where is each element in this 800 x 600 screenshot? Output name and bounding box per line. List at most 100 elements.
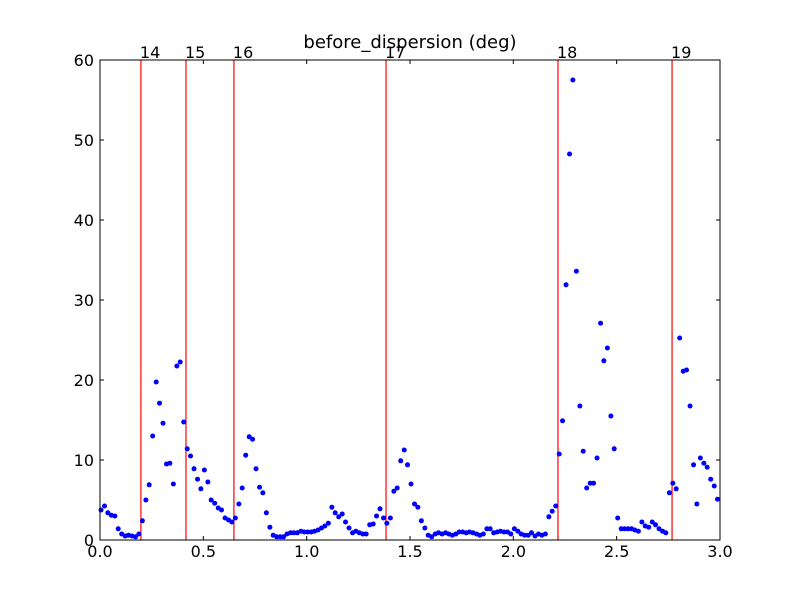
y-tick-label: 0 [84, 531, 94, 550]
point [556, 451, 562, 457]
point [263, 510, 269, 516]
point [205, 479, 211, 485]
point [608, 413, 614, 419]
point [567, 151, 573, 157]
point [408, 481, 414, 487]
point [143, 497, 149, 503]
point [325, 520, 331, 526]
point [601, 358, 607, 364]
point [635, 528, 641, 534]
y-tick-label: 60 [74, 51, 94, 70]
point [191, 466, 197, 472]
point [511, 526, 517, 532]
x-tick-label: 1.5 [397, 542, 422, 561]
x-tick-label: 2.0 [501, 542, 526, 561]
point [112, 513, 118, 519]
point [146, 482, 152, 488]
point [646, 524, 652, 530]
y-tick-label: 50 [74, 131, 94, 150]
point [639, 519, 645, 525]
y-tick-label: 10 [74, 451, 94, 470]
vertical-line-label: 16 [233, 43, 253, 62]
point [329, 504, 335, 510]
vertical-line-label: 15 [185, 43, 205, 62]
point [415, 504, 421, 510]
point [177, 359, 183, 365]
point [573, 268, 579, 274]
point [239, 485, 245, 491]
x-tick-label: 0.5 [191, 542, 216, 561]
point [580, 448, 586, 454]
vertical-line-label: 18 [557, 43, 577, 62]
y-tick-label: 30 [74, 291, 94, 310]
point [422, 525, 428, 531]
point [201, 467, 207, 473]
point [487, 526, 493, 532]
point [656, 526, 662, 532]
x-tick-label: 0.0 [87, 542, 112, 561]
point [604, 345, 610, 351]
point [188, 453, 194, 459]
point [260, 490, 266, 496]
point [363, 531, 369, 537]
point [508, 531, 514, 537]
point [170, 481, 176, 487]
x-tick-label: 1.0 [294, 542, 319, 561]
y-tick-label: 40 [74, 211, 94, 230]
point [381, 515, 387, 521]
point [133, 534, 139, 540]
point [546, 514, 552, 520]
point [594, 455, 600, 461]
point [236, 501, 242, 507]
point [181, 419, 187, 425]
point [102, 503, 108, 509]
point [274, 534, 280, 540]
point [418, 518, 424, 524]
point [670, 480, 676, 486]
point [391, 488, 397, 494]
point [346, 525, 352, 531]
point [704, 464, 710, 470]
point [622, 526, 628, 532]
point [653, 522, 659, 528]
point [501, 529, 507, 535]
point [563, 282, 569, 288]
chart-title: before_dispersion (deg) [303, 32, 516, 53]
point [195, 476, 201, 482]
point [697, 455, 703, 461]
point [305, 529, 311, 535]
point [615, 515, 621, 521]
point [577, 403, 583, 409]
x-tick-label: 3.0 [707, 542, 732, 561]
point [98, 507, 104, 513]
point [625, 526, 631, 532]
point [198, 486, 204, 492]
point [377, 506, 383, 512]
vertical-line-label: 14 [140, 43, 160, 62]
point [212, 500, 218, 506]
point [663, 530, 669, 536]
point [570, 77, 576, 83]
point [267, 524, 273, 530]
point [398, 458, 404, 464]
point [167, 460, 173, 466]
point [153, 379, 159, 385]
point [549, 508, 555, 514]
point [208, 497, 214, 503]
point [560, 418, 566, 424]
point [673, 486, 679, 492]
point [649, 519, 655, 525]
point [174, 363, 180, 369]
point [401, 447, 407, 453]
point [522, 532, 528, 538]
point [701, 460, 707, 466]
point [370, 521, 376, 527]
point [715, 496, 721, 502]
x-tick-label: 2.5 [604, 542, 629, 561]
point [339, 511, 345, 517]
point [684, 367, 690, 373]
point [160, 420, 166, 426]
point [301, 529, 307, 535]
point [687, 403, 693, 409]
